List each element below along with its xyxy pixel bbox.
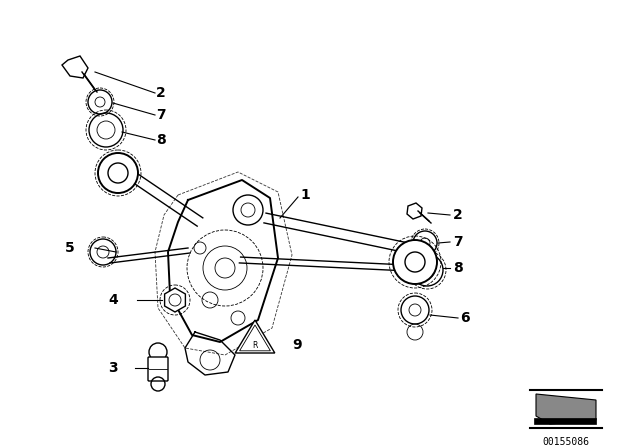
Text: 3: 3 bbox=[108, 361, 118, 375]
Polygon shape bbox=[62, 56, 88, 78]
Text: 00155086: 00155086 bbox=[543, 437, 589, 447]
Text: 5: 5 bbox=[65, 241, 75, 255]
Text: 2: 2 bbox=[453, 208, 463, 222]
Polygon shape bbox=[164, 288, 186, 312]
Text: 4: 4 bbox=[108, 293, 118, 307]
Polygon shape bbox=[536, 394, 596, 424]
Text: R: R bbox=[252, 341, 258, 350]
Circle shape bbox=[233, 195, 263, 225]
Bar bbox=[534, 418, 596, 424]
Polygon shape bbox=[407, 203, 422, 219]
Polygon shape bbox=[239, 325, 270, 351]
Text: 1: 1 bbox=[300, 188, 310, 202]
Text: 8: 8 bbox=[156, 133, 166, 147]
Text: 6: 6 bbox=[460, 311, 470, 325]
Circle shape bbox=[393, 240, 437, 284]
Text: 8: 8 bbox=[453, 261, 463, 275]
Polygon shape bbox=[236, 320, 275, 353]
Text: 7: 7 bbox=[156, 108, 166, 122]
Circle shape bbox=[98, 153, 138, 193]
Text: 7: 7 bbox=[453, 235, 463, 249]
Text: 2: 2 bbox=[156, 86, 166, 100]
Text: 9: 9 bbox=[292, 338, 301, 352]
FancyBboxPatch shape bbox=[148, 357, 168, 381]
